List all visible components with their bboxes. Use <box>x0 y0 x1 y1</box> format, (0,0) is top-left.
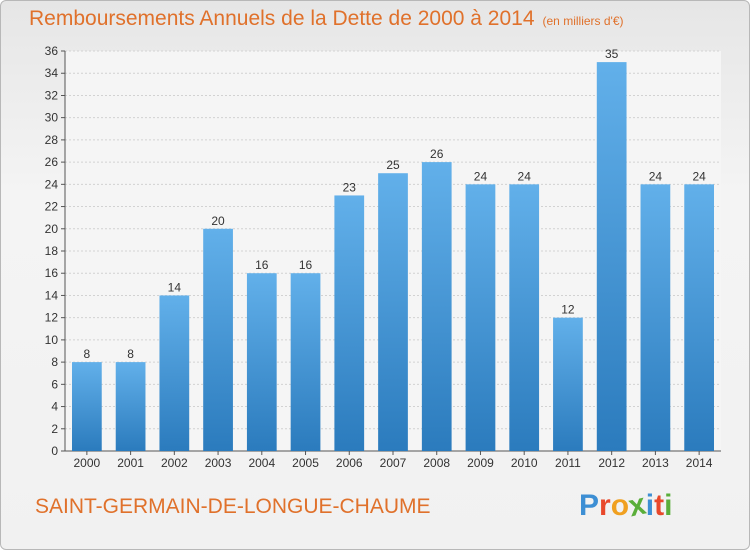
logo-letter: i <box>645 489 655 522</box>
bar-value-label-2005: 16 <box>299 258 313 272</box>
commune-name: SAINT-GERMAIN-DE-LONGUE-CHAUME <box>35 495 431 518</box>
y-tick-label: 22 <box>45 200 59 214</box>
bar-2002 <box>159 295 190 451</box>
logo-letter: P <box>579 489 600 522</box>
bar-value-label-2009: 24 <box>474 169 488 183</box>
x-tick-label-2001: 2001 <box>117 456 144 470</box>
bar-2012 <box>596 62 627 451</box>
y-tick-label: 10 <box>45 333 59 347</box>
y-tick-label: 34 <box>45 66 59 80</box>
y-tick-label: 28 <box>45 133 59 147</box>
bar-2001 <box>115 362 146 451</box>
y-tick-label: 18 <box>45 244 59 258</box>
y-tick-label: 2 <box>51 422 58 436</box>
y-tick-label: 0 <box>51 444 58 458</box>
bar-value-label-2001: 8 <box>127 347 134 361</box>
x-tick-label-2010: 2010 <box>511 456 538 470</box>
y-tick-label: 8 <box>51 355 58 369</box>
bar-value-label-2011: 12 <box>561 303 575 317</box>
y-tick-label: 14 <box>45 288 59 302</box>
x-tick-label-2006: 2006 <box>336 456 363 470</box>
y-tick-label: 20 <box>45 222 59 236</box>
logo-letter: i <box>664 489 673 522</box>
y-tick-label: 6 <box>51 377 58 391</box>
x-tick-label-2007: 2007 <box>380 456 407 470</box>
bar-2007 <box>378 173 408 451</box>
bar-2010 <box>509 184 540 452</box>
bar-2011 <box>553 317 583 451</box>
y-tick-label: 30 <box>45 111 59 125</box>
bar-value-label-2006: 23 <box>343 180 357 194</box>
x-tick-label-2005: 2005 <box>292 456 319 470</box>
y-tick-label: 12 <box>45 311 59 325</box>
bar-2005 <box>290 273 321 451</box>
chart-title-text: Remboursements Annuels de la Dette de 20… <box>29 7 535 30</box>
x-tick-label-2004: 2004 <box>248 456 275 470</box>
y-tick-label: 32 <box>45 88 59 102</box>
x-tick-label-2000: 2000 <box>74 456 101 470</box>
x-tick-label-2014: 2014 <box>686 456 713 470</box>
bar-2008 <box>421 162 452 451</box>
x-tick-label-2002: 2002 <box>161 456 188 470</box>
x-tick-label-2013: 2013 <box>642 456 669 470</box>
bar-2013 <box>640 184 671 452</box>
logo-letter: r <box>599 489 611 522</box>
chart-title: Remboursements Annuels de la Dette de 20… <box>29 7 624 31</box>
x-tick-label-2011: 2011 <box>555 456 581 470</box>
bar-value-label-2013: 24 <box>649 169 663 183</box>
logo-letter: t <box>654 489 665 522</box>
bar-value-label-2008: 26 <box>430 147 444 161</box>
bar-2004 <box>246 273 277 451</box>
bar-value-label-2003: 20 <box>211 214 225 228</box>
bar-2006 <box>334 195 365 451</box>
y-tick-label: 4 <box>51 400 58 414</box>
bar-2000 <box>71 362 102 451</box>
logo-letter: o <box>610 489 630 522</box>
bar-value-label-2010: 24 <box>518 169 532 183</box>
bar-value-label-2014: 24 <box>692 169 706 183</box>
bar-value-label-2012: 35 <box>605 47 619 61</box>
x-tick-label-2012: 2012 <box>598 456 625 470</box>
y-tick-label: 36 <box>45 44 59 58</box>
bar-2003 <box>203 228 233 451</box>
x-tick-label-2003: 2003 <box>205 456 232 470</box>
proxiti-logo: Proxiti <box>579 488 673 524</box>
bar-value-label-2000: 8 <box>84 347 91 361</box>
bar-value-label-2004: 16 <box>255 258 269 272</box>
x-tick-label-2009: 2009 <box>467 456 494 470</box>
y-tick-label: 26 <box>45 155 59 169</box>
bar-2014 <box>684 184 715 452</box>
bar-value-label-2007: 25 <box>386 158 400 172</box>
y-tick-label: 16 <box>45 266 59 280</box>
bar-2009 <box>465 184 496 452</box>
x-tick-label-2008: 2008 <box>423 456 450 470</box>
chart-unit: (en milliers d'€) <box>542 14 624 28</box>
bar-value-label-2002: 14 <box>168 280 182 294</box>
y-tick-label: 24 <box>45 177 59 191</box>
